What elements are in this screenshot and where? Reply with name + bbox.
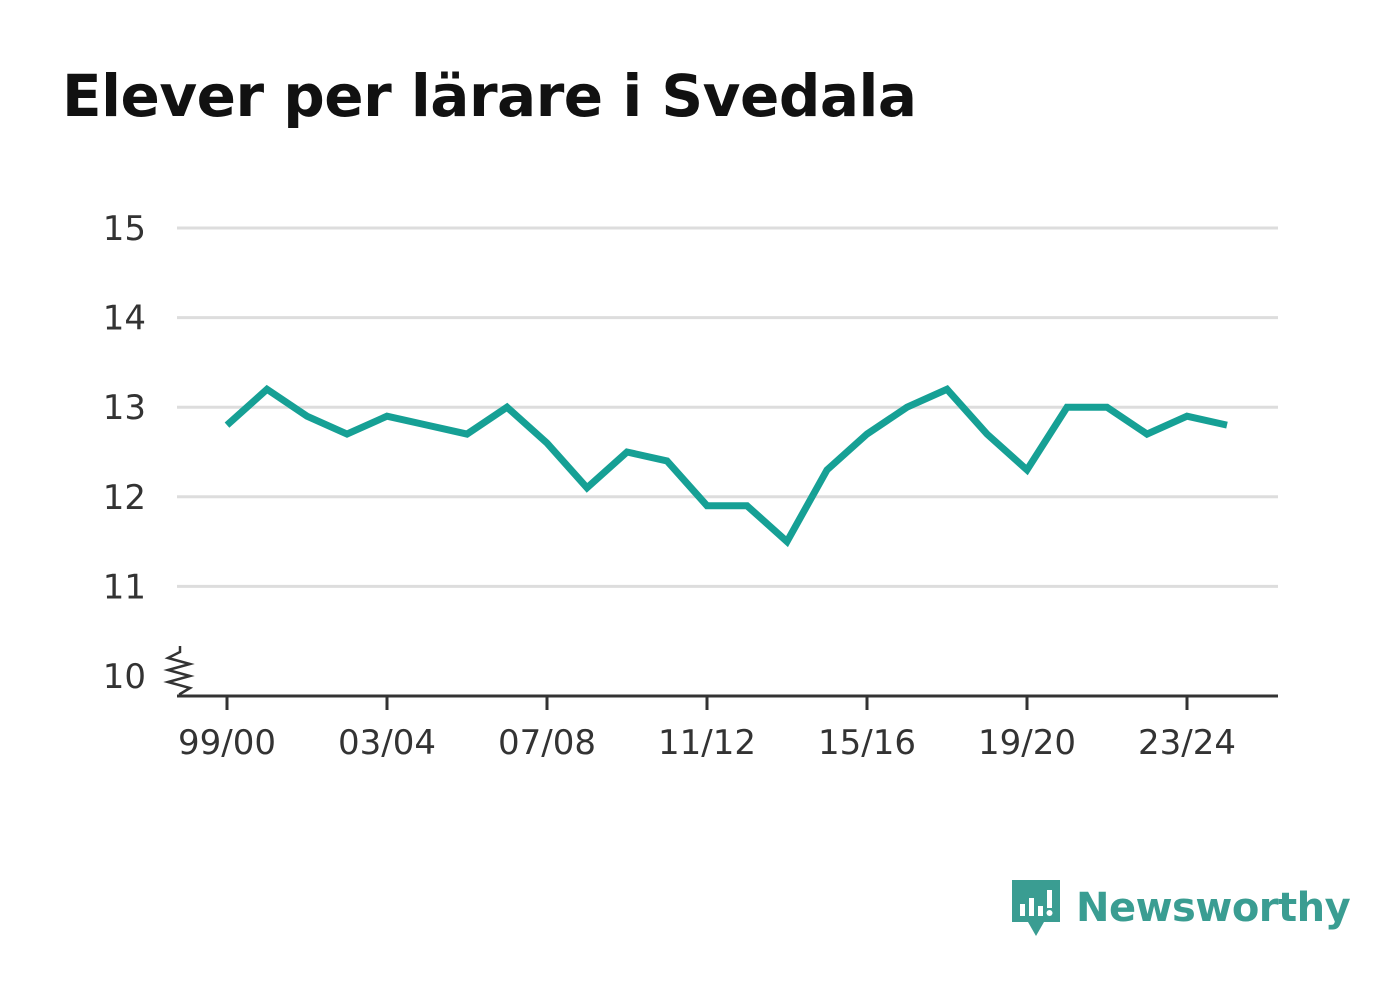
x-tick-label: 11/12 — [658, 723, 756, 763]
y-tick-label: 12 — [103, 478, 146, 518]
y-tick-label: 10 — [103, 657, 146, 697]
y-axis-ticks: 10 11 12 13 14 15 — [103, 209, 146, 697]
x-tick-label: 23/24 — [1138, 723, 1236, 763]
y-tick-label: 15 — [103, 209, 146, 249]
bar-chart-speech-bubble-icon — [1012, 880, 1060, 936]
x-axis-ticks: 99/00 03/04 07/08 11/12 15/16 19/20 23/24 — [178, 696, 1236, 763]
x-tick-label: 07/08 — [498, 723, 596, 763]
x-axis — [163, 646, 1278, 698]
x-tick-label: 19/20 — [978, 723, 1076, 763]
series-lines — [224, 384, 1228, 548]
x-tick-label: 99/00 — [178, 723, 276, 763]
y-tick-label: 13 — [103, 388, 146, 428]
x-tick-label: 15/16 — [818, 723, 916, 763]
y-tick-label: 11 — [103, 567, 146, 607]
series-line — [224, 384, 1228, 548]
y-tick-label: 14 — [103, 299, 146, 339]
chart-title: Elever per lärare i Svedala — [62, 62, 917, 130]
newsworthy-logo: Newsworthy — [1010, 878, 1351, 938]
x-tick-label: 03/04 — [338, 723, 436, 763]
axis-break-marker — [163, 646, 195, 696]
brand-name: Newsworthy — [1076, 885, 1351, 931]
